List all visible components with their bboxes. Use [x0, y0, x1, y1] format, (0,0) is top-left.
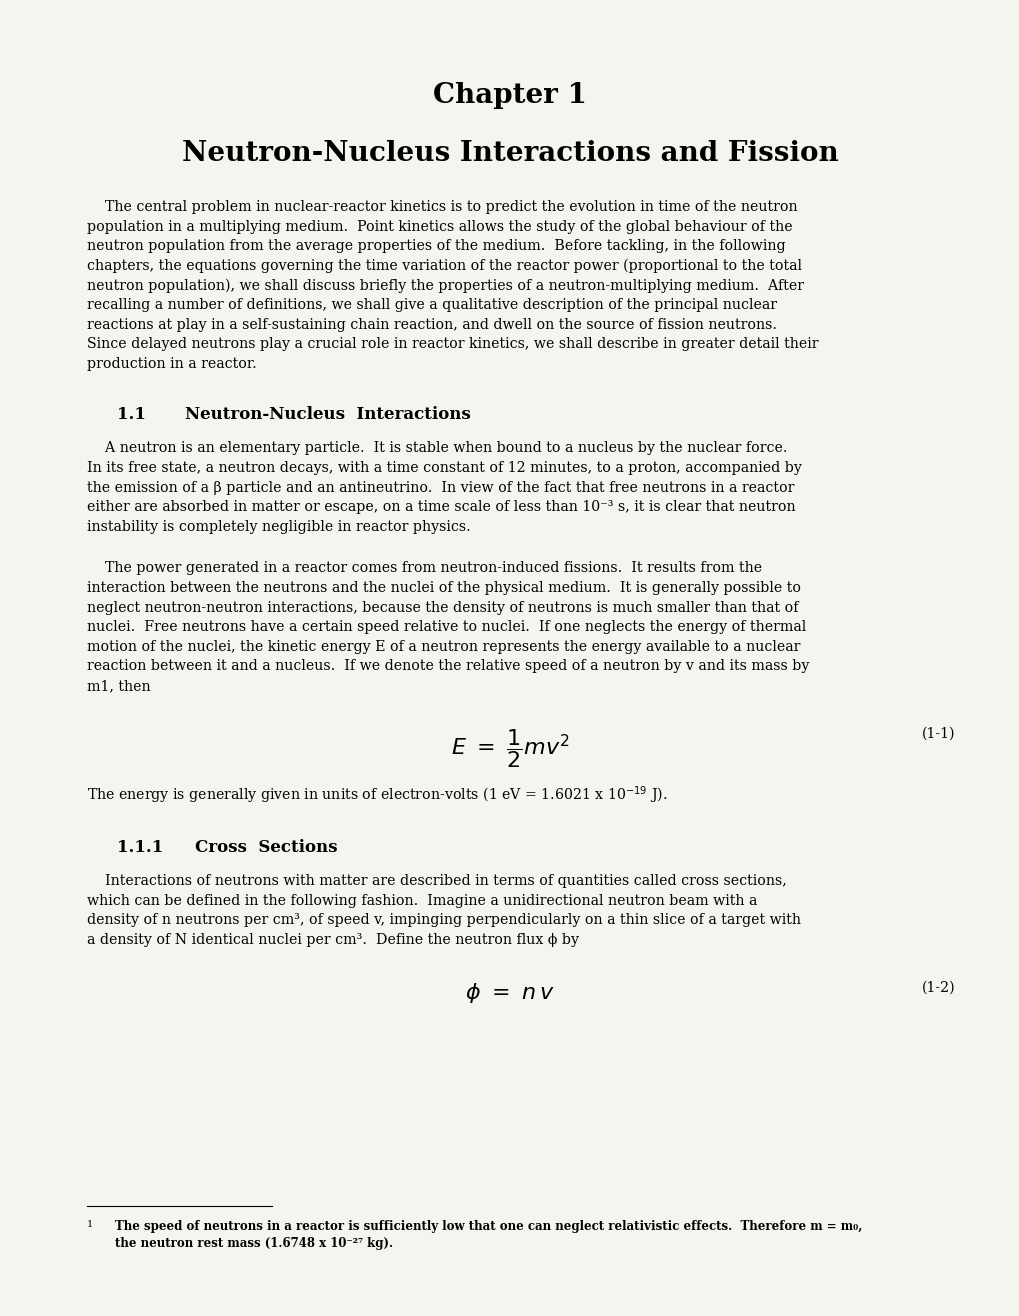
Text: The power generated in a reactor comes from neutron-induced fissions.  It result: The power generated in a reactor comes f… [87, 562, 761, 575]
Text: Interactions of neutrons with matter are described in terms of quantities called: Interactions of neutrons with matter are… [87, 874, 786, 888]
Text: (1-2): (1-2) [920, 980, 954, 995]
Text: nuclei.  Free neutrons have a certain speed relative to nuclei.  If one neglects: nuclei. Free neutrons have a certain spe… [87, 620, 805, 634]
Text: which can be defined in the following fashion.  Imagine a unidirectional neutron: which can be defined in the following fa… [87, 894, 757, 908]
Text: Chapter 1: Chapter 1 [433, 82, 586, 109]
Text: population in a multiplying medium.  Point kinetics allows the study of the glob: population in a multiplying medium. Poin… [87, 220, 792, 234]
Text: chapters, the equations governing the time variation of the reactor power (propo: chapters, the equations governing the ti… [87, 259, 801, 274]
Text: Neutron-Nucleus Interactions and Fission: Neutron-Nucleus Interactions and Fission [181, 139, 838, 167]
Text: 1.1: 1.1 [117, 407, 146, 424]
Text: In its free state, a neutron decays, with a time constant of 12 minutes, to a pr: In its free state, a neutron decays, wit… [87, 461, 801, 475]
Text: the neutron rest mass (1.6748 x 10⁻²⁷ kg).: the neutron rest mass (1.6748 x 10⁻²⁷ kg… [115, 1237, 392, 1250]
Text: The energy is generally given in units of electron-volts (1 eV = 1.6021 x 10$^{-: The energy is generally given in units o… [87, 784, 666, 807]
Text: instability is completely negligible in reactor physics.: instability is completely negligible in … [87, 520, 471, 534]
Text: A neutron is an elementary particle.  It is stable when bound to a nucleus by th: A neutron is an elementary particle. It … [87, 441, 787, 455]
Text: Cross  Sections: Cross Sections [195, 840, 337, 857]
Text: m1, then: m1, then [87, 679, 151, 694]
Text: density of n neutrons per cm³, of speed v, impinging perpendicularly on a thin s: density of n neutrons per cm³, of speed … [87, 913, 800, 928]
Text: $E \ = \ \dfrac{1}{2}mv^2$: $E \ = \ \dfrac{1}{2}mv^2$ [450, 726, 569, 770]
Text: neutron population from the average properties of the medium.  Before tackling, : neutron population from the average prop… [87, 240, 785, 253]
Text: Since delayed neutrons play a crucial role in reactor kinetics, we shall describ: Since delayed neutrons play a crucial ro… [87, 337, 817, 351]
Text: The central problem in nuclear-reactor kinetics is to predict the evolution in t: The central problem in nuclear-reactor k… [87, 200, 797, 215]
Text: (1-1): (1-1) [920, 726, 954, 741]
Text: recalling a number of definitions, we shall give a qualitative description of th: recalling a number of definitions, we sh… [87, 297, 776, 312]
Text: 1.1.1: 1.1.1 [117, 840, 163, 857]
Text: motion of the nuclei, the kinetic energy E of a neutron represents the energy av: motion of the nuclei, the kinetic energy… [87, 640, 800, 654]
Text: Neutron-Nucleus  Interactions: Neutron-Nucleus Interactions [184, 407, 471, 424]
Text: neutron population), we shall discuss briefly the properties of a neutron-multip: neutron population), we shall discuss br… [87, 279, 803, 292]
Text: a density of N identical nuclei per cm³.  Define the neutron flux ϕ by: a density of N identical nuclei per cm³.… [87, 933, 579, 948]
Text: neglect neutron-neutron interactions, because the density of neutrons is much sm: neglect neutron-neutron interactions, be… [87, 600, 798, 615]
Text: interaction between the neutrons and the nuclei of the physical medium.  It is g: interaction between the neutrons and the… [87, 580, 800, 595]
Text: reactions at play in a self-sustaining chain reaction, and dwell on the source o: reactions at play in a self-sustaining c… [87, 317, 776, 332]
Text: reaction between it and a nucleus.  If we denote the relative speed of a neutron: reaction between it and a nucleus. If we… [87, 659, 809, 674]
Text: $\phi \ = \ n\,v$: $\phi \ = \ n\,v$ [465, 980, 554, 1004]
Text: the emission of a β particle and an antineutrino.  In view of the fact that free: the emission of a β particle and an anti… [87, 480, 794, 495]
Text: 1: 1 [87, 1220, 93, 1229]
Text: production in a reactor.: production in a reactor. [87, 357, 257, 371]
Text: The speed of neutrons in a reactor is sufficiently low that one can neglect rela: The speed of neutrons in a reactor is su… [115, 1220, 861, 1233]
Text: either are absorbed in matter or escape, on a time scale of less than 10⁻³ s, it: either are absorbed in matter or escape,… [87, 500, 795, 515]
